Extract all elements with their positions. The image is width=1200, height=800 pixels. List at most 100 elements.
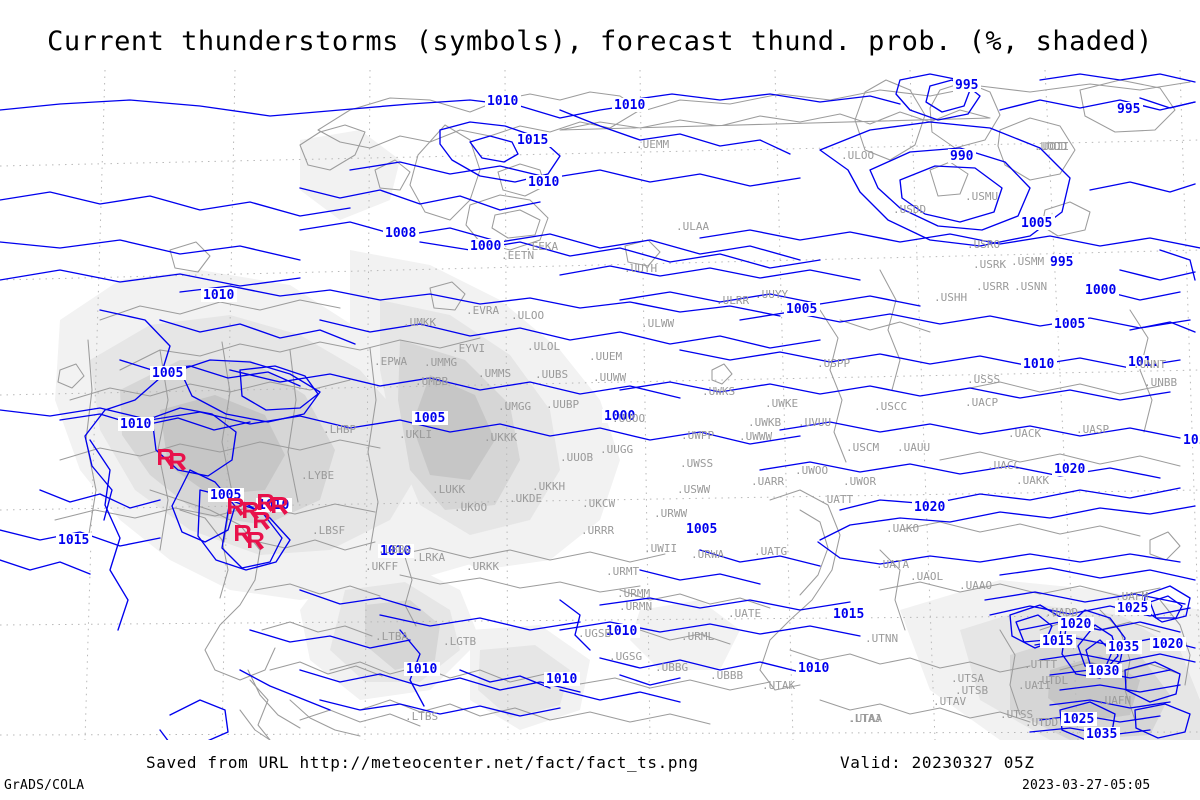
station-label: .UACK [1008, 427, 1041, 440]
lightning-bolt-icon [235, 525, 251, 543]
station-label: .LYBE [301, 469, 334, 482]
thunderstorm-symbol [228, 498, 244, 516]
isobar-label: 1010 [406, 662, 437, 677]
station-label: .UUYH [624, 262, 657, 275]
isobar-label: 1020 [914, 500, 945, 515]
station-label: .USRR [976, 280, 1009, 293]
map-canvas: 1010 1010 1015 1010 1008 1000 1005 1005 995 995 99… [0, 70, 1200, 740]
station-label: .UAUU [897, 441, 930, 454]
isobar-label: 1015 [1183, 433, 1200, 448]
station-label: .UWWW [739, 430, 772, 443]
station-label: .USCC [874, 400, 907, 413]
station-label: .UTAV [933, 695, 966, 708]
station-label: .UWKE [765, 397, 798, 410]
station-label: .URMN [619, 600, 652, 613]
station-label: .URRR [581, 524, 614, 537]
isobar-label: 1020 [1054, 462, 1085, 477]
isobar-label-halo [602, 409, 638, 423]
station-label: .EVRA [466, 304, 499, 317]
isobar-label: 1015 [833, 607, 864, 622]
isobar-label: 1008 [385, 226, 416, 241]
station-label: .USRK [973, 258, 1006, 271]
isobar-label-halo [1048, 255, 1076, 269]
station-label: .UATA [876, 558, 909, 571]
isobar-label-halo [1058, 617, 1094, 631]
station-label: .EPWA [374, 355, 407, 368]
isobar-label-halo [684, 522, 720, 536]
isobar-label: 1015 [517, 133, 548, 148]
station-label: .UTAK [762, 679, 795, 692]
station-label: .UAKK [1016, 474, 1049, 487]
isobar-label: 1005 [786, 302, 817, 317]
isobar-label: 1030 [1088, 664, 1119, 679]
station-label: .UBBB [710, 669, 743, 682]
isobar-label-halo [953, 78, 981, 92]
station-label: .EEKA [525, 240, 558, 253]
station-label: .UWPP [681, 429, 714, 442]
station-label: .UWII [644, 542, 677, 555]
isobar-label-halo [118, 417, 154, 431]
station-label: .USHH [934, 291, 967, 304]
isobar-label-halo [912, 500, 948, 514]
isobar-label-halo [1106, 640, 1142, 654]
isobar-label: 1035 [1086, 727, 1117, 740]
thunderstorm-symbol [272, 497, 288, 515]
station-label: .ULAA [676, 220, 709, 233]
isobar-label: 1010 [487, 94, 518, 109]
station-label: .UATT [820, 493, 853, 506]
station-label: .UTDD [1025, 716, 1058, 729]
station-label: .UTSA [951, 672, 984, 685]
station-label: .UTST [1007, 738, 1040, 740]
isobar-label-halo [1083, 283, 1119, 297]
station-label: .URML [681, 630, 714, 643]
isobar-label: 1035 [1108, 640, 1139, 655]
isobar-label: 995 [1050, 255, 1073, 270]
isobar-label: 1025 [1063, 712, 1094, 727]
station-label: .URMM [617, 587, 650, 600]
valid-time-caption: Valid: 20230327 05Z [840, 753, 1035, 772]
isobar-label: 1010 [606, 624, 637, 639]
station-label: .LUKK [432, 483, 465, 496]
station-label: .UKKH [532, 480, 565, 493]
station-label: .UATG [754, 545, 787, 558]
isobar-label-halo [1021, 357, 1057, 371]
station-label: .UTDL [1035, 674, 1068, 687]
station-label: .UUYY [755, 288, 788, 301]
grads-credit: GrADS/COLA [4, 778, 85, 793]
station-label: .UWKS [702, 385, 735, 398]
station-label: .UAKO [886, 522, 919, 535]
station-label: .UATE [728, 607, 761, 620]
isobar-label-halo [1115, 102, 1143, 116]
isobar-label-halo [784, 302, 820, 316]
isobar-label-halo [1052, 462, 1088, 476]
isobar-label: 1005 [152, 366, 183, 381]
isobar-label: 101. [1128, 355, 1159, 370]
isobar-label: 1010 [546, 672, 577, 687]
station-label: .UTAA [849, 712, 882, 725]
station-label: .USDD [893, 203, 926, 216]
station-label: .UTTT [1024, 658, 1057, 671]
isobar-label-halo [1115, 601, 1151, 615]
station-label: .UUBS [535, 368, 568, 381]
station-label: .USNN [1014, 280, 1047, 293]
isobar-label-halo [201, 288, 237, 302]
saved-url-caption: Saved from URL http://meteocenter.net/fa… [146, 753, 699, 772]
station-labels-group: .UEMM .ULOO .UODD.UOII .USMU .USDD .ULAA .USRO… [301, 138, 1177, 740]
station-label: .USMM [1011, 255, 1044, 268]
station-label: .LBSF [312, 524, 345, 537]
station-label: .UKDE [509, 492, 542, 505]
station-label: .UAAO [959, 579, 992, 592]
lightning-bolt-icon [248, 532, 264, 550]
station-label: .URKK [466, 560, 499, 573]
thunderstorm-symbol [258, 494, 274, 512]
isobar-label: 1020 [1060, 617, 1091, 632]
isobar-label-halo [383, 226, 419, 240]
isobar-label-halo [1126, 355, 1162, 369]
station-label: .URWW [654, 507, 687, 520]
isobar-label: 1005 [1054, 317, 1085, 332]
station-label: .UAOL [910, 570, 943, 583]
station-label: .UUGG [600, 443, 633, 456]
station-label: .UGSB [578, 627, 611, 640]
station-label: .UUEM [589, 350, 622, 363]
